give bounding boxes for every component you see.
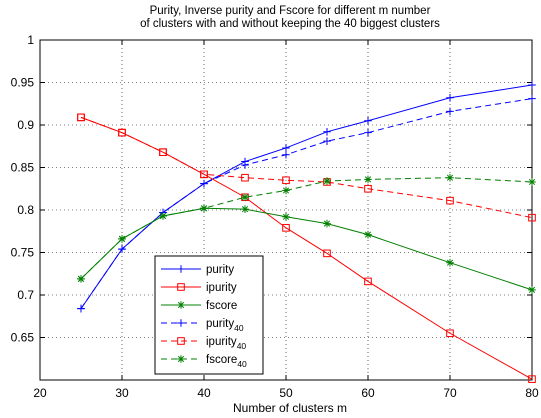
legend-label-text: purity — [206, 264, 234, 276]
legend-box — [154, 255, 264, 375]
data-point-fscore — [323, 219, 331, 228]
y-tick-label: 0.75 — [11, 246, 35, 260]
legend-label-purity-40: purity40 — [206, 318, 244, 333]
x-tick-label: 60 — [361, 386, 375, 400]
legend-label-ipurity: ipurity — [206, 282, 237, 294]
data-point-purity-40 — [528, 94, 536, 103]
y-tick-label: 0.8 — [17, 203, 34, 217]
legend-label-fscore-40: fscore40 — [206, 354, 247, 369]
data-point-ipurity-40 — [446, 196, 454, 205]
legend-marker-fscore-40 — [177, 355, 185, 363]
chart-title: Purity, Inverse purity and Fscore for di… — [150, 5, 431, 17]
data-point-fscore-40 — [159, 212, 167, 220]
data-point-fscore-40 — [118, 235, 126, 243]
data-point-purity-40 — [77, 304, 85, 313]
data-point-ipurity — [323, 249, 331, 258]
series-fscore-40 — [77, 173, 536, 283]
data-point-purity-40 — [446, 107, 454, 116]
legend-label-text: purity — [206, 318, 234, 330]
y-tick-label: 0.7 — [17, 288, 34, 302]
data-point-purity-40 — [200, 179, 208, 188]
legend: purityipurityfscorepurity40ipurity40fsco… — [154, 255, 264, 375]
data-point-fscore — [282, 213, 290, 221]
legend-label-text: fscore — [206, 300, 237, 312]
data-point-fscore-40 — [446, 173, 454, 182]
series-line-purity — [80, 84, 533, 309]
data-point-ipurity-40 — [118, 128, 126, 137]
data-point-purity-40 — [282, 150, 290, 159]
data-point-fscore — [241, 205, 249, 213]
series-layer — [77, 81, 536, 383]
data-point-ipurity — [446, 329, 454, 338]
y-tick-label: 0.9 — [17, 118, 34, 132]
series-line-fscore-40 — [80, 177, 533, 280]
data-point-fscore-40 — [528, 178, 536, 186]
x-axis-label: Number of clusters m — [233, 401, 347, 415]
legend-label-subscript: 40 — [237, 341, 247, 351]
data-point-ipurity — [364, 277, 372, 286]
data-point-ipurity — [528, 375, 536, 383]
legend-label-text: ipurity — [206, 336, 237, 348]
data-point-purity — [323, 128, 331, 136]
data-point-ipurity-40 — [159, 148, 167, 156]
data-point-fscore-40 — [77, 275, 85, 283]
x-tick-label: 20 — [33, 386, 47, 400]
data-point-purity — [446, 94, 454, 102]
data-point-purity — [528, 81, 536, 89]
y-tick-label: 0.65 — [11, 331, 35, 345]
data-point-fscore-40 — [323, 177, 331, 185]
y-tick-label: 0.85 — [11, 161, 35, 175]
axis-ticks: 20 30 40 50 60 70 80 0.65 0.7 0.75 0.8 0.85 0.9 0.95 1 — [11, 33, 539, 400]
x-tick-label: 30 — [115, 386, 129, 400]
legend-marker-purity-40 — [177, 319, 185, 327]
legend-label-text: ipurity — [206, 282, 237, 294]
y-tick-label: 1 — [27, 33, 34, 47]
series-line-ipurity-40 — [80, 116, 533, 219]
data-point-purity-40 — [118, 245, 126, 253]
legend-marker-purity — [177, 265, 185, 273]
legend-label-subscript: 40 — [237, 359, 247, 369]
series-line-purity-40 — [80, 98, 533, 309]
data-point-purity-40 — [323, 137, 331, 145]
data-point-ipurity-40 — [200, 170, 208, 179]
data-point-purity — [282, 144, 290, 152]
data-point-fscore-40 — [364, 175, 372, 184]
data-point-ipurity-40 — [528, 213, 536, 222]
data-point-ipurity-40 — [77, 113, 85, 122]
data-point-purity-40 — [241, 161, 249, 169]
y-tick-label: 0.95 — [11, 76, 35, 90]
series-purity-40 — [77, 94, 536, 313]
legend-label-fscore: fscore — [206, 300, 237, 312]
legend-label-purity: purity — [206, 264, 234, 276]
x-tick-label: 80 — [525, 386, 539, 400]
x-tick-label: 50 — [279, 386, 293, 400]
data-point-fscore-40 — [282, 186, 290, 195]
legend-label-text: fscore — [206, 354, 237, 366]
data-point-ipurity — [282, 224, 290, 232]
data-point-ipurity-40 — [364, 184, 372, 193]
series-ipurity-40 — [77, 113, 536, 222]
data-point-ipurity-40 — [282, 176, 290, 185]
legend-marker-fscore — [177, 301, 185, 309]
legend-marker-ipurity — [177, 283, 185, 291]
data-point-fscore-40 — [200, 204, 208, 213]
legend-marker-ipurity-40 — [177, 337, 185, 345]
x-tick-label: 70 — [443, 386, 457, 400]
chart-subtitle: of clusters with and without keeping the… — [140, 18, 440, 30]
data-point-fscore — [446, 258, 454, 267]
legend-label-subscript: 40 — [234, 323, 244, 333]
data-point-fscore — [528, 286, 536, 294]
data-point-purity — [364, 116, 372, 125]
data-point-purity-40 — [364, 128, 372, 137]
legend-label-ipurity-40: ipurity40 — [206, 336, 246, 351]
data-point-fscore — [364, 230, 372, 239]
x-tick-label: 40 — [197, 386, 211, 400]
data-point-fscore-40 — [241, 193, 249, 202]
data-point-ipurity-40 — [241, 173, 249, 182]
